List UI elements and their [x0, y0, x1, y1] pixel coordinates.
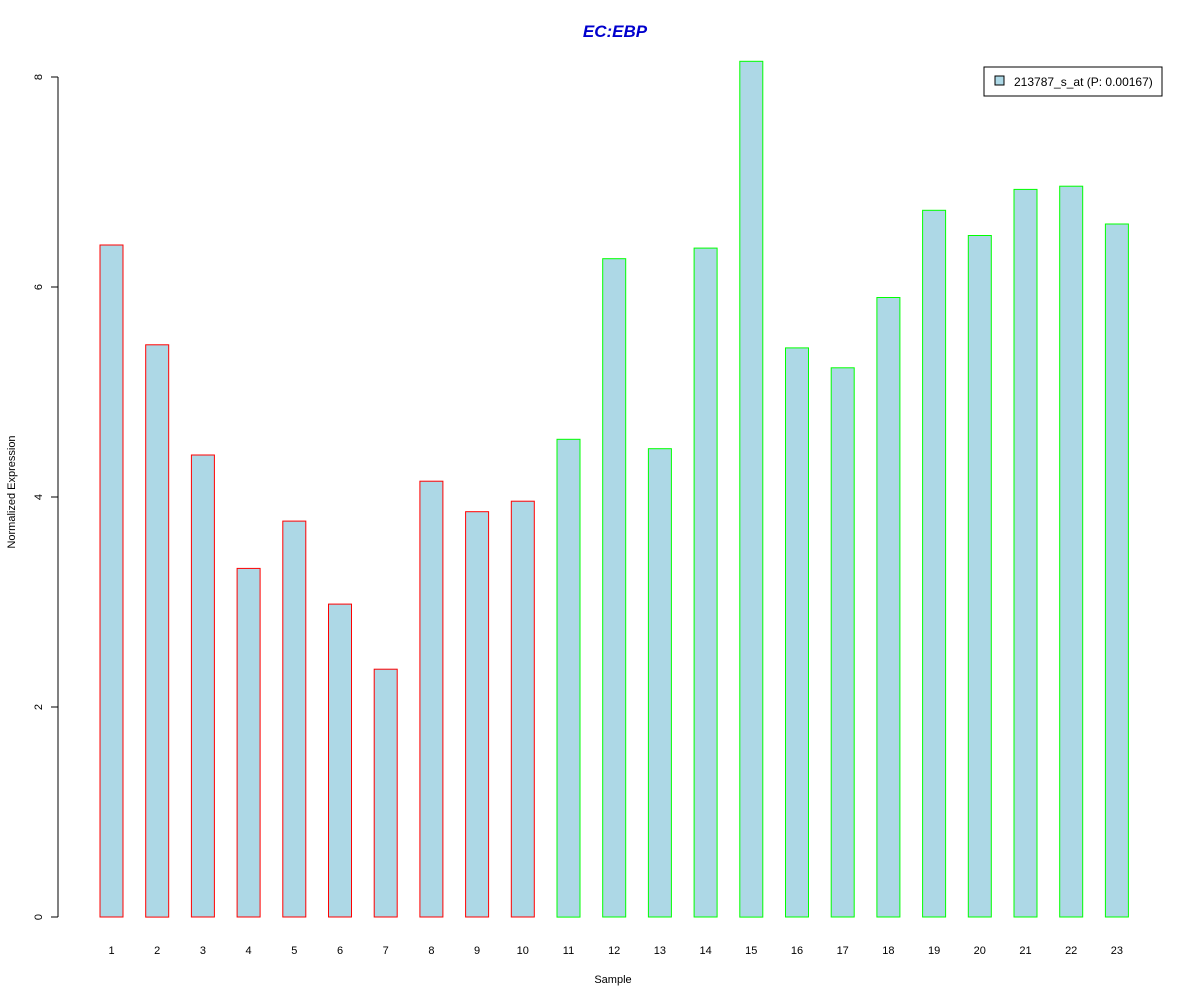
bar	[830, 367, 855, 918]
x-tick-label: 15	[745, 945, 757, 957]
x-tick-label: 23	[1111, 945, 1123, 957]
y-tick-label: 0	[33, 914, 45, 920]
x-tick-label: 12	[608, 945, 620, 957]
x-tick-labels: 1 2 3 4 5 6 7 8 9 10 11 12 13 14 15 16 17 18 19 20 21 22 23	[108, 945, 1123, 957]
bar	[373, 668, 398, 918]
bar	[785, 347, 809, 918]
y-tick-label: 4	[33, 494, 45, 500]
x-tick-label: 18	[882, 945, 894, 957]
legend-box	[983, 66, 1163, 97]
x-tick-label: 1	[108, 945, 114, 957]
bars-group	[99, 60, 1129, 918]
x-tick-label: 2	[154, 945, 160, 957]
bar	[236, 567, 261, 918]
bar	[510, 500, 535, 918]
x-tick-label: 9	[474, 945, 480, 957]
bar	[693, 247, 718, 918]
bar	[328, 603, 352, 918]
bar	[1059, 185, 1084, 918]
bar	[145, 344, 170, 918]
x-tick-label: 11	[563, 945, 574, 957]
x-tick-label: 3	[200, 945, 206, 957]
bar	[1104, 223, 1129, 918]
bar	[647, 448, 672, 918]
x-tick-label: 13	[654, 945, 666, 957]
bar	[602, 258, 627, 918]
x-tick-label: 5	[291, 945, 297, 957]
x-tick-label: 19	[928, 945, 940, 957]
bar	[922, 209, 947, 918]
y-axis-label: Normalized Expression	[6, 435, 18, 548]
bar	[465, 511, 490, 918]
x-tick-label: 21	[1019, 945, 1031, 957]
bar	[739, 60, 764, 918]
y-axis: 0 2 4 6 8	[33, 74, 59, 920]
legend: 213787_s_at (P: 0.00167)	[983, 66, 1163, 97]
legend-swatch	[994, 75, 1005, 86]
x-tick-label: 4	[246, 945, 252, 957]
x-tick-label: 7	[383, 945, 389, 957]
y-tick-label: 2	[33, 704, 45, 710]
bar	[967, 235, 992, 918]
bar	[876, 297, 901, 918]
x-tick-label: 17	[837, 945, 849, 957]
bar	[556, 438, 581, 918]
x-tick-label: 14	[699, 945, 711, 957]
x-axis-label: Sample	[594, 974, 631, 986]
x-tick-label: 20	[974, 945, 986, 957]
legend-label: 213787_s_at (P: 0.00167)	[1014, 75, 1153, 89]
y-tick-label: 6	[33, 284, 45, 290]
bar	[419, 480, 444, 918]
bar	[1013, 188, 1038, 918]
chart-title: EC:EBP	[583, 22, 648, 41]
bar	[99, 244, 124, 918]
bar	[190, 454, 215, 918]
bar	[282, 520, 307, 918]
y-tick-label: 8	[33, 74, 45, 80]
x-tick-label: 10	[517, 945, 529, 957]
x-tick-label: 16	[791, 945, 803, 957]
x-tick-label: 8	[428, 945, 434, 957]
x-tick-label: 6	[337, 945, 343, 957]
x-tick-label: 22	[1065, 945, 1077, 957]
